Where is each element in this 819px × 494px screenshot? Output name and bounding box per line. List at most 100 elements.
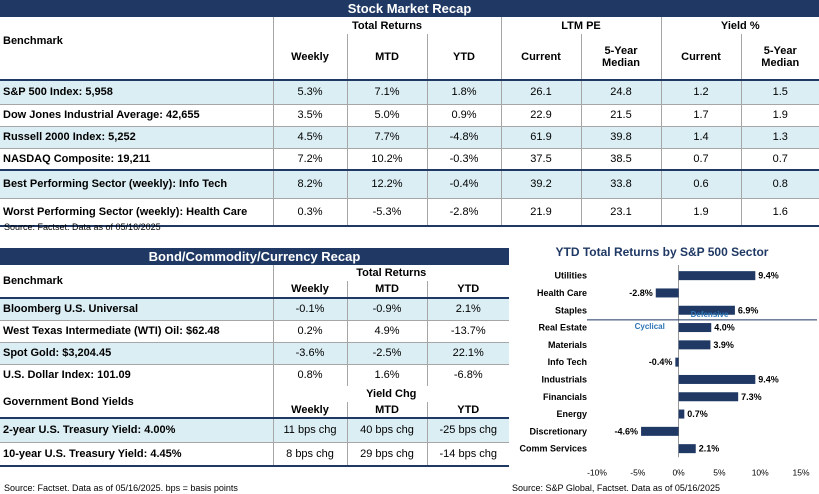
data-label: 2.1% — [699, 444, 720, 454]
data-label: 7.3% — [741, 392, 762, 402]
cell: 1.9 — [740, 103, 819, 126]
category-label: Comm Services — [519, 444, 587, 454]
cell: 3.5% — [272, 103, 347, 126]
table-row: U.S. Dollar Index: 101.09 0.8% 1.6% -6.8… — [0, 363, 509, 386]
category-label: Real Estate — [538, 323, 587, 333]
stock-col-weekly: Weekly — [272, 34, 347, 80]
bar — [678, 409, 685, 419]
bond-source: Source: Factset. Data as of 05/16/2025. … — [4, 483, 238, 493]
stock-col-pe-median: 5-Year Median — [580, 34, 661, 80]
row-name: Dow Jones Industrial Average: 42,655 — [0, 103, 273, 126]
row-name: 2-year U.S. Treasury Yield: 4.00% — [0, 417, 273, 442]
bar — [678, 340, 711, 350]
cell: -14 bps chg — [426, 441, 509, 466]
cell: -2.5% — [346, 341, 427, 364]
cell: -5.3% — [346, 197, 427, 226]
cell: 1.6% — [346, 363, 427, 386]
cell: 29 bps chg — [346, 441, 427, 466]
cell: 22.9 — [500, 103, 581, 126]
cell: -0.9% — [346, 297, 427, 320]
bar — [678, 305, 735, 315]
cell: 1.3 — [740, 125, 819, 148]
cell: 8.2% — [272, 169, 347, 198]
x-tick-label: 0% — [672, 467, 685, 477]
group-label-cyclical: Cyclical — [635, 322, 665, 331]
table-row: West Texas Intermediate (WTI) Oil: $62.4… — [0, 319, 509, 342]
x-tick-label: 5% — [713, 467, 726, 477]
x-tick-label: -10% — [587, 467, 607, 477]
cell: 1.4 — [660, 125, 741, 148]
row-name: Best Performing Sector (weekly): Info Te… — [0, 169, 273, 198]
bar — [678, 271, 756, 281]
yield-chg-header: Yield Chg — [272, 386, 509, 402]
cell: 37.5 — [500, 147, 581, 170]
cell: 5.0% — [346, 103, 427, 126]
cell: -0.4% — [426, 169, 501, 198]
stock-benchmark-header: Benchmark — [3, 35, 63, 47]
bar — [678, 323, 712, 333]
cell: 7.7% — [346, 125, 427, 148]
cell: 7.1% — [346, 79, 427, 104]
table-row: Spot Gold: $3,204.45 -3.6% -2.5% 22.1% — [0, 341, 509, 364]
sector-bar-chart: Utilities 9.4% Health Care -2.8% Staples 6.9%… — [519, 265, 817, 477]
data-label: -2.8% — [629, 288, 653, 298]
row-name: Worst Performing Sector (weekly): Health… — [0, 197, 273, 226]
stock-col-yield-median: 5-Year Median — [740, 34, 819, 80]
cell: 11 bps chg — [272, 417, 347, 442]
category-label: Energy — [556, 409, 587, 419]
stock-yield-header: Yield % — [660, 17, 819, 34]
cell: 26.1 — [500, 79, 581, 104]
cell: 40 bps chg — [346, 417, 427, 442]
stock-col-yield-current: Current — [660, 34, 741, 80]
cell: 4.9% — [346, 319, 427, 342]
cell: 10.2% — [346, 147, 427, 170]
data-label: 9.4% — [758, 271, 779, 281]
table-row: Dow Jones Industrial Average: 42,655 3.5… — [0, 103, 819, 126]
cell: -0.1% — [272, 297, 347, 320]
cell: -2.8% — [426, 197, 501, 226]
stock-col-ytd: YTD — [426, 34, 501, 80]
bar — [678, 392, 739, 402]
cell: -3.6% — [272, 341, 347, 364]
row-name: 10-year U.S. Treasury Yield: 4.45% — [0, 441, 273, 466]
table-row: Best Performing Sector (weekly): Info Te… — [0, 169, 819, 198]
table-row: 2-year U.S. Treasury Yield: 4.00% 11 bps… — [0, 417, 509, 442]
stock-total-returns-header: Total Returns — [272, 17, 501, 34]
chart-title: YTD Total Returns by S&P 500 Sector — [555, 245, 769, 259]
cell: 0.2% — [272, 319, 347, 342]
row-name: U.S. Dollar Index: 101.09 — [0, 363, 273, 386]
cell: 1.8% — [426, 79, 501, 104]
cell: 1.7 — [660, 103, 741, 126]
data-label: 9.4% — [758, 374, 779, 384]
stock-table: Benchmark Total Returns LTM PE Yield % W… — [0, 17, 819, 227]
data-label: 3.9% — [713, 340, 734, 350]
data-label: 6.9% — [738, 305, 759, 315]
cell: 0.6 — [660, 169, 741, 198]
cell: 0.3% — [272, 197, 347, 226]
cell: 22.1% — [426, 341, 509, 364]
cell: 21.5 — [580, 103, 661, 126]
bar — [655, 288, 679, 298]
bar — [678, 444, 696, 454]
data-label: -4.6% — [615, 426, 639, 436]
category-label: Health Care — [537, 288, 587, 298]
cell: 7.2% — [272, 147, 347, 170]
category-label: Staples — [555, 305, 587, 315]
category-label: Discretionary — [529, 426, 587, 436]
cell: 4.5% — [272, 125, 347, 148]
cell: 24.8 — [580, 79, 661, 104]
row-name: West Texas Intermediate (WTI) Oil: $62.4… — [0, 319, 273, 342]
category-label: Financials — [543, 392, 587, 402]
stock-col-pe-current: Current — [500, 34, 581, 80]
cell: -25 bps chg — [426, 417, 509, 442]
category-label: Utilities — [554, 271, 587, 281]
bond-title-bar: Bond/Commodity/Currency Recap — [0, 248, 509, 265]
cell: 0.9% — [426, 103, 501, 126]
row-name: S&P 500 Index: 5,958 — [0, 79, 273, 104]
cell: 21.9 — [500, 197, 581, 226]
bond-col-mtd: MTD — [346, 281, 427, 298]
bar — [641, 426, 679, 436]
cell: 8 bps chg — [272, 441, 347, 466]
table-row: Worst Performing Sector (weekly): Health… — [0, 197, 819, 226]
cell: 23.1 — [580, 197, 661, 226]
